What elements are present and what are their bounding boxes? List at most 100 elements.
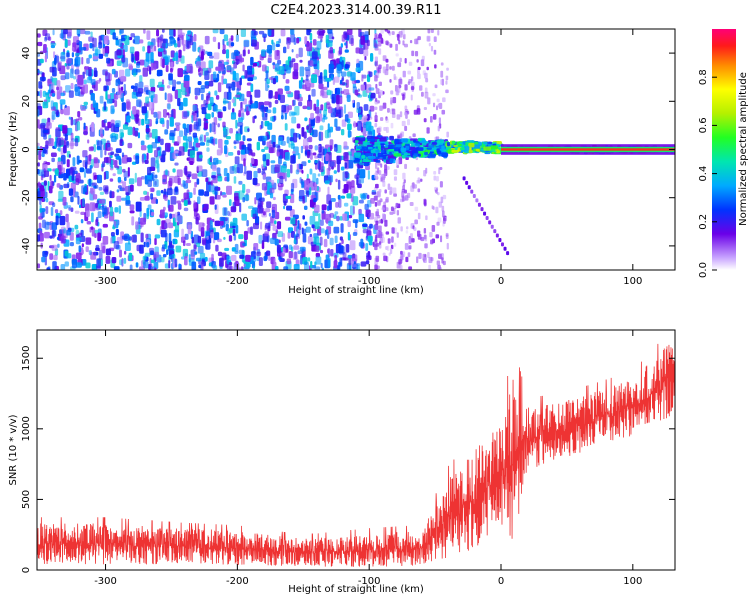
- heatmap-cell: [335, 202, 339, 208]
- heatmap-cell: [102, 161, 106, 168]
- heatmap-cell: [371, 130, 375, 137]
- heatmap-cell: [150, 265, 153, 270]
- heatmap-cell: [374, 60, 378, 67]
- heatmap-cell: [213, 157, 219, 165]
- heatmap-cell: [37, 162, 40, 167]
- heatmap-cell: [375, 83, 378, 89]
- heatmap-cell: [286, 43, 290, 50]
- heatmap-cell: [177, 135, 181, 144]
- heatmap-cell: [231, 98, 235, 103]
- heatmap-cell: [457, 143, 462, 147]
- heatmap-cell: [174, 52, 179, 61]
- heatmap-cell: [319, 219, 324, 226]
- heatmap-cell: [402, 185, 406, 190]
- heatmap-cell: [247, 128, 250, 132]
- heatmap-cell: [150, 250, 154, 256]
- heatmap-cell: [390, 206, 394, 212]
- heatmap-cell: [224, 145, 228, 155]
- heatmap-cell: [135, 201, 142, 212]
- heatmap-cell: [299, 59, 303, 63]
- heatmap-cell: [242, 183, 246, 193]
- heatmap-cell: [166, 112, 170, 116]
- heatmap-cell: [310, 117, 315, 127]
- colorbar-tick-label: 0.6: [698, 117, 709, 133]
- heatmap-cell: [284, 123, 288, 131]
- heatmap-cell: [375, 97, 378, 102]
- heatmap-cell: [75, 178, 80, 186]
- heatmap-cell: [205, 137, 210, 147]
- heatmap-cell: [310, 261, 313, 269]
- heatmap-cell: [346, 243, 350, 253]
- heatmap-cell: [289, 136, 294, 142]
- heatmap-cell: [67, 205, 72, 209]
- heatmap-cell: [37, 142, 40, 147]
- heatmap-cell: [402, 70, 406, 78]
- heatmap-cell: [167, 103, 171, 110]
- heatmap-cell: [445, 89, 449, 94]
- heatmap-cell: [399, 57, 402, 63]
- heatmap-cell: [267, 54, 272, 62]
- heatmap-cell: [435, 176, 439, 182]
- heatmap-cell: [418, 138, 422, 142]
- heatmap-cell: [291, 116, 297, 124]
- heatmap-cell: [173, 150, 179, 154]
- heatmap-cell: [129, 210, 135, 214]
- heatmap-cell: [233, 176, 237, 184]
- heatmap-cell: [43, 44, 47, 53]
- heatmap-cell: [436, 148, 440, 153]
- heatmap-cell: [243, 158, 246, 167]
- heatmap-cell: [199, 252, 206, 260]
- heatmap-cell: [355, 47, 361, 54]
- heatmap-cell: [430, 257, 434, 262]
- heatmap-cell: [375, 242, 380, 247]
- heatmap-cell: [240, 149, 246, 155]
- heatmap-cell: [208, 60, 214, 69]
- heatmap-cell: [370, 55, 374, 60]
- heatmap-cell: [374, 75, 378, 82]
- heatmap-cell: [214, 194, 221, 200]
- heatmap-cell: [39, 213, 42, 218]
- heatmap-cell: [183, 97, 188, 107]
- heatmap-cell: [378, 126, 382, 132]
- heatmap-cell: [174, 212, 178, 223]
- heatmap-cell: [424, 234, 428, 242]
- heatmap-cell: [367, 130, 372, 138]
- heatmap-cell: [141, 118, 145, 126]
- x-tick-label: 100: [623, 576, 642, 587]
- heatmap-cell: [182, 123, 187, 129]
- heatmap-cell: [397, 135, 401, 139]
- heatmap-cell: [344, 64, 350, 69]
- heatmap-cell: [312, 152, 317, 156]
- heatmap-cell: [281, 114, 284, 120]
- heatmap-cell: [184, 255, 188, 266]
- heatmap-cell: [263, 101, 270, 106]
- heatmap-cell: [143, 190, 148, 195]
- heatmap-cell: [140, 176, 145, 180]
- heatmap-cell: [362, 223, 368, 227]
- heatmap-cell: [57, 243, 60, 248]
- heatmap-cell: [70, 196, 74, 203]
- heatmap-cell: [247, 49, 250, 55]
- heatmap-cell: [316, 30, 319, 35]
- heatmap-cell: [217, 123, 220, 128]
- heatmap-cell: [389, 78, 392, 83]
- heatmap-cell: [235, 133, 242, 141]
- heatmap-cell: [222, 207, 228, 216]
- heatmap-cell: [398, 40, 401, 45]
- heatmap-cell: [207, 94, 210, 99]
- heatmap-cell: [409, 202, 414, 207]
- heatmap-cell: [177, 97, 181, 107]
- heatmap-cell: [170, 109, 174, 118]
- heatmap-cell: [52, 202, 56, 208]
- heatmap-cell: [223, 34, 229, 42]
- heatmap-cell: [382, 252, 386, 256]
- heatmap-cell: [84, 66, 90, 70]
- heatmap-cell: [119, 259, 123, 266]
- heatmap-cell: [374, 56, 378, 62]
- heatmap-cell: [188, 125, 192, 135]
- heatmap-cell: [125, 186, 131, 196]
- heatmap-cell: [347, 159, 354, 169]
- heatmap-cell: [261, 111, 265, 118]
- heatmap-cell: [154, 174, 158, 179]
